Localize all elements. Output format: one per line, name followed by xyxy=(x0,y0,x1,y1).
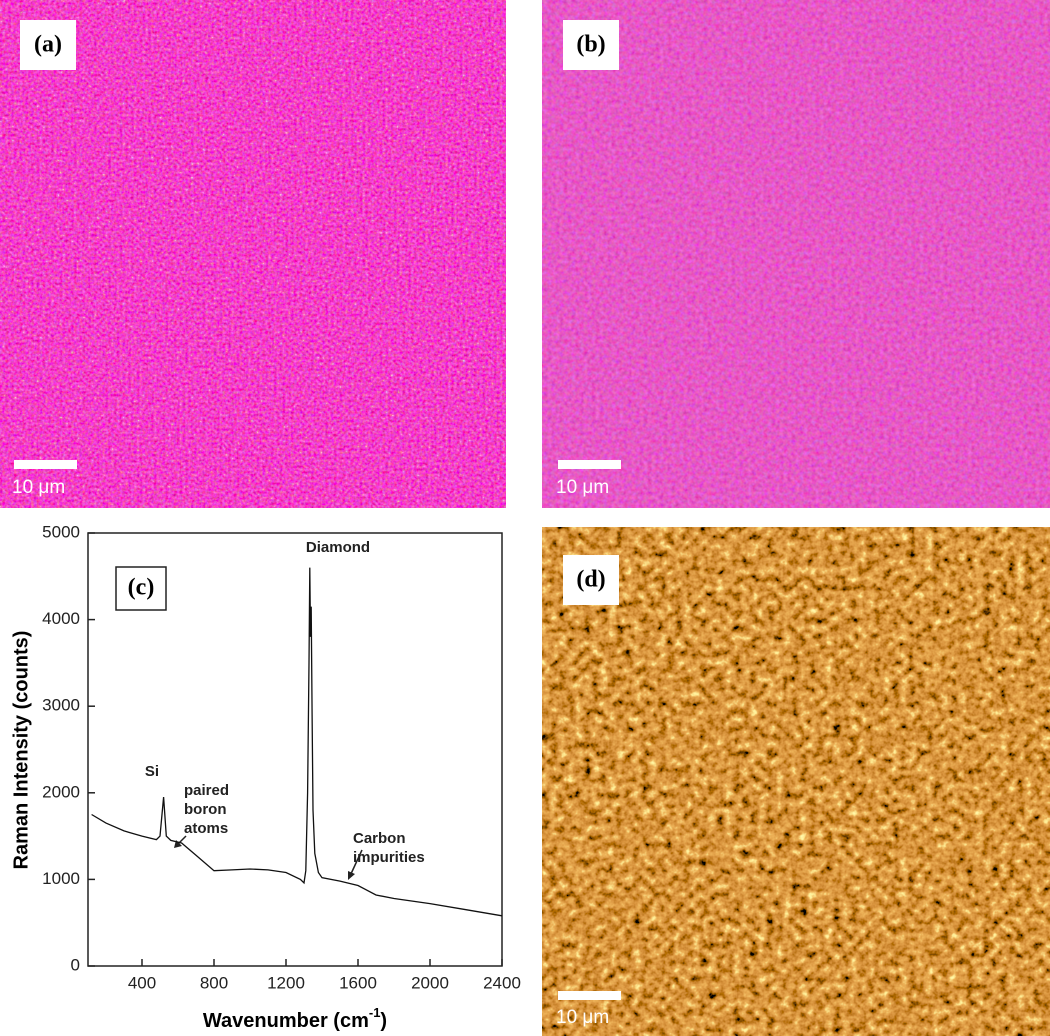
x-tick-label: 800 xyxy=(200,973,228,992)
y-tick-label: 4000 xyxy=(42,609,80,628)
scale-bar xyxy=(558,460,621,469)
y-tick-label: 2000 xyxy=(42,782,80,801)
scale-bar-label: 10 μm xyxy=(12,477,65,498)
arrow xyxy=(349,849,363,877)
label-box xyxy=(115,566,167,611)
x-tick-label: 2000 xyxy=(411,973,449,992)
panel-c: (c) Raman Intensity (counts) Wavenumber … xyxy=(10,522,521,1032)
x-axis-label-sup: -1 xyxy=(369,1005,381,1020)
x-tick-label: 2400 xyxy=(483,973,521,992)
arrow-head xyxy=(348,871,355,880)
y-tick-label: 1000 xyxy=(42,869,80,888)
plot-frame xyxy=(87,532,503,967)
x-tick-label: 1200 xyxy=(267,973,305,992)
panel-label: (c) xyxy=(128,575,155,601)
scale-bar-label: 10 μm xyxy=(556,477,609,498)
scale-bar xyxy=(558,991,621,1000)
scale-bar xyxy=(14,460,77,469)
annotation: boron xyxy=(184,801,227,818)
map-image xyxy=(542,527,1050,1036)
y-axis-label: Raman Intensity (counts) xyxy=(10,631,32,870)
label-box xyxy=(563,20,619,70)
map-image xyxy=(542,0,1050,508)
y-tick-label: 3000 xyxy=(42,696,80,715)
label-box xyxy=(563,555,619,605)
x-tick-label: 1600 xyxy=(339,973,377,992)
x-tick-label: 400 xyxy=(128,973,156,992)
x-axis-label-part: ) xyxy=(380,1010,387,1032)
annotation: atoms xyxy=(184,820,228,837)
map-image xyxy=(0,0,506,508)
x-axis-label: Wavenumber (cm-1) xyxy=(203,1005,387,1032)
y-tick-label: 0 xyxy=(71,955,80,974)
spectrum-line xyxy=(91,567,503,917)
panel-d: (d) 10 μm xyxy=(542,527,1050,1036)
panel-a: (a) 10 μm xyxy=(0,0,506,508)
x-axis-label-part: Wavenumber (cm xyxy=(203,1010,369,1032)
scale-bar-label: 10 μm xyxy=(556,1007,609,1028)
annotation: paired xyxy=(184,782,229,799)
annotation: impurities xyxy=(353,849,425,866)
panel-label: (a) xyxy=(34,32,62,58)
panel-label: (b) xyxy=(576,32,605,58)
panel-b: (b) 10 μm xyxy=(542,0,1050,508)
panel-label: (d) xyxy=(576,567,605,593)
y-tick-label: 5000 xyxy=(42,522,80,541)
label-box xyxy=(20,20,76,70)
annotation: Carbon xyxy=(353,830,406,847)
annotation: Diamond xyxy=(306,539,370,556)
annotation: Si xyxy=(145,763,159,780)
